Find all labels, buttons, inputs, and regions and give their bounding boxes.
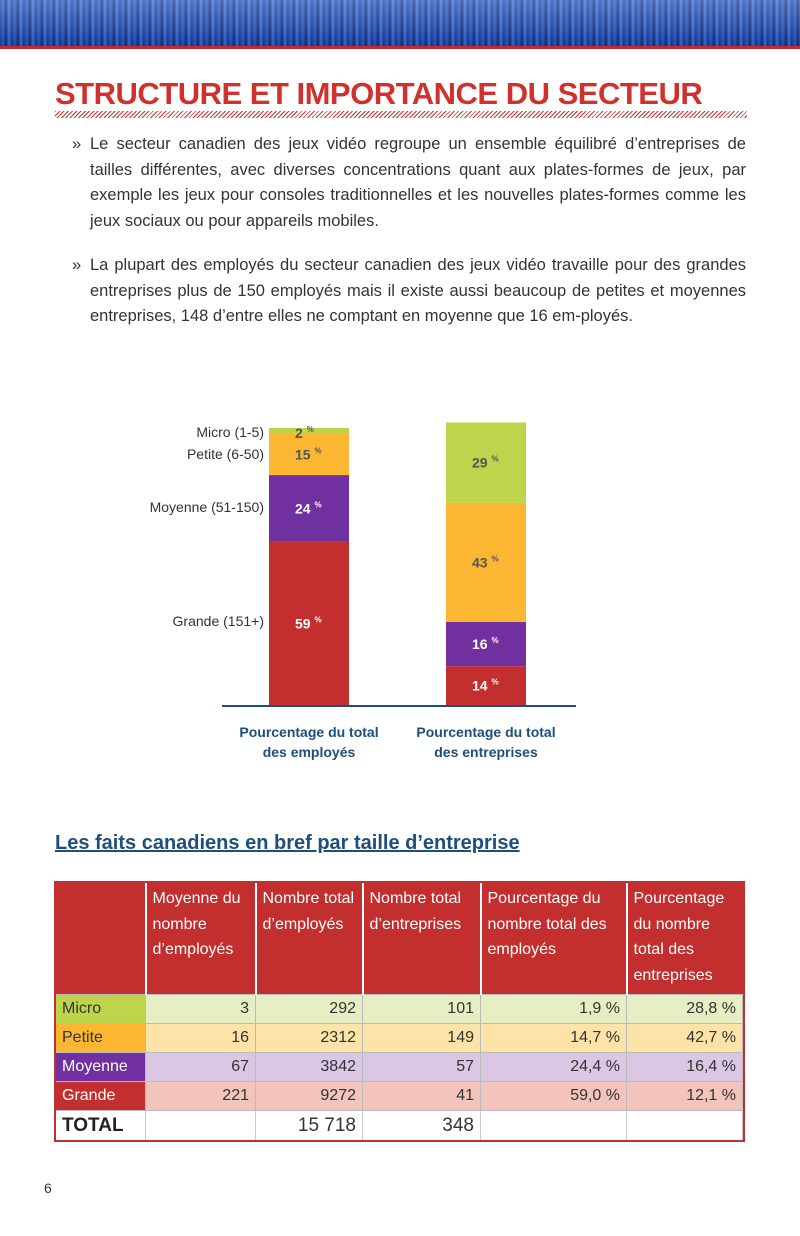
data-label-suffix: % xyxy=(491,455,498,464)
data-label-suffix: % xyxy=(314,500,321,509)
legend-label: Grande (151+) xyxy=(173,613,264,629)
legend-label: Micro (1-5) xyxy=(196,424,264,440)
total-cell xyxy=(145,1110,256,1142)
data-label-suffix: % xyxy=(314,446,321,455)
row-label: Petite xyxy=(55,1023,146,1053)
bar-segment xyxy=(446,502,526,622)
table-cell: 2312 xyxy=(255,1023,363,1053)
category-label: des entreprises xyxy=(434,744,538,760)
table-cell: 292 xyxy=(255,994,363,1024)
bar-segment xyxy=(446,666,526,705)
total-cell xyxy=(480,1110,627,1142)
facts-table: Moyenne du nombre d’employés Nombre tota… xyxy=(55,882,743,1142)
table-row: Petite 16 2312 149 14,7 % 42,7 % xyxy=(55,1023,743,1053)
data-label-suffix: % xyxy=(491,636,498,645)
table-cell: 149 xyxy=(362,1023,481,1053)
table-header-cell: Nombre total d’employés xyxy=(254,882,363,995)
page-number: 6 xyxy=(44,1180,52,1196)
page-title: STRUCTURE ET IMPORTANCE DU SECTEUR xyxy=(55,76,703,111)
bar-segment xyxy=(269,433,349,475)
top-banner xyxy=(0,0,800,46)
table-cell: 59,0 % xyxy=(480,1081,627,1111)
row-label: Moyenne xyxy=(55,1052,146,1082)
table-total-row: TOTAL 15 718 348 xyxy=(55,1110,743,1142)
table-header-cell: Pourcentage du nombre total des employés xyxy=(479,882,627,995)
table-cell: 1,9 % xyxy=(480,994,627,1024)
section-heading: Les faits canadiens en bref par taille d… xyxy=(55,832,520,854)
data-label-suffix: % xyxy=(314,615,321,624)
data-label-suffix: % xyxy=(307,425,314,434)
table-row: Micro 3 292 101 1,9 % 28,8 % xyxy=(55,994,743,1024)
table-header-row: Moyenne du nombre d’employés Nombre tota… xyxy=(55,882,743,995)
table-cell: 28,8 % xyxy=(626,994,743,1024)
table-cell: 42,7 % xyxy=(626,1023,743,1053)
bar-segment xyxy=(446,621,526,667)
table-cell: 16 xyxy=(145,1023,256,1053)
bullet-paragraph-2: » La plupart des employés du secteur can… xyxy=(72,253,746,330)
table-header-cell: Moyenne du nombre d’employés xyxy=(144,882,256,995)
table-row: Moyenne 67 3842 57 24,4 % 16,4 % xyxy=(55,1052,743,1082)
data-label-suffix: % xyxy=(491,554,498,563)
table-cell: 221 xyxy=(145,1081,256,1111)
title-underline xyxy=(55,111,747,118)
stacked-bar-chart: 59 %24 %15 %2 %14 %16 %43 %29 %Grande (1… xyxy=(150,422,576,760)
table-cell: 41 xyxy=(362,1081,481,1111)
table-cell: 57 xyxy=(362,1052,481,1082)
bullet-text: La plupart des employés du secteur canad… xyxy=(90,256,746,325)
total-cell xyxy=(626,1110,743,1142)
table-cell: 12,1 % xyxy=(626,1081,743,1111)
bar-segment xyxy=(269,428,349,434)
row-label: Micro xyxy=(55,994,146,1024)
table-cell: 14,7 % xyxy=(480,1023,627,1053)
row-label: Grande xyxy=(55,1081,146,1111)
table-cell: 67 xyxy=(145,1052,256,1082)
category-label: des employés xyxy=(263,744,356,760)
banner-rule xyxy=(0,46,800,49)
legend-label: Petite (6-50) xyxy=(187,446,264,462)
table-row: Grande 221 9272 41 59,0 % 12,1 % xyxy=(55,1081,743,1111)
table-cell: 3842 xyxy=(255,1052,363,1082)
table-cell: 3 xyxy=(145,994,256,1024)
bar-segment xyxy=(269,541,349,705)
category-label: Pourcentage du total xyxy=(239,724,378,740)
table-header-cell: Pourcentage du nombre total des entrepri… xyxy=(625,882,743,995)
bar-segment xyxy=(269,475,349,542)
legend-label: Moyenne (51-150) xyxy=(150,499,264,515)
total-cell: 348 xyxy=(362,1110,481,1142)
table-header-cell: Nombre total d’entreprises xyxy=(361,882,481,995)
category-label: Pourcentage du total xyxy=(416,724,555,740)
table-cell: 16,4 % xyxy=(626,1052,743,1082)
table-cell: 9272 xyxy=(255,1081,363,1111)
bullet-mark: » xyxy=(72,135,82,153)
bullet-text: Le secteur canadien des jeux vidéo regro… xyxy=(90,135,746,230)
total-label: TOTAL xyxy=(55,1110,146,1142)
total-cell: 15 718 xyxy=(255,1110,363,1142)
table-cell: 24,4 % xyxy=(480,1052,627,1082)
bullet-paragraph-1: » Le secteur canadien des jeux vidéo reg… xyxy=(72,132,746,234)
data-label-suffix: % xyxy=(491,678,498,687)
bar-segment xyxy=(446,422,526,503)
bullet-mark: » xyxy=(72,256,82,274)
table-header-cell xyxy=(55,882,146,995)
table-cell: 101 xyxy=(362,994,481,1024)
